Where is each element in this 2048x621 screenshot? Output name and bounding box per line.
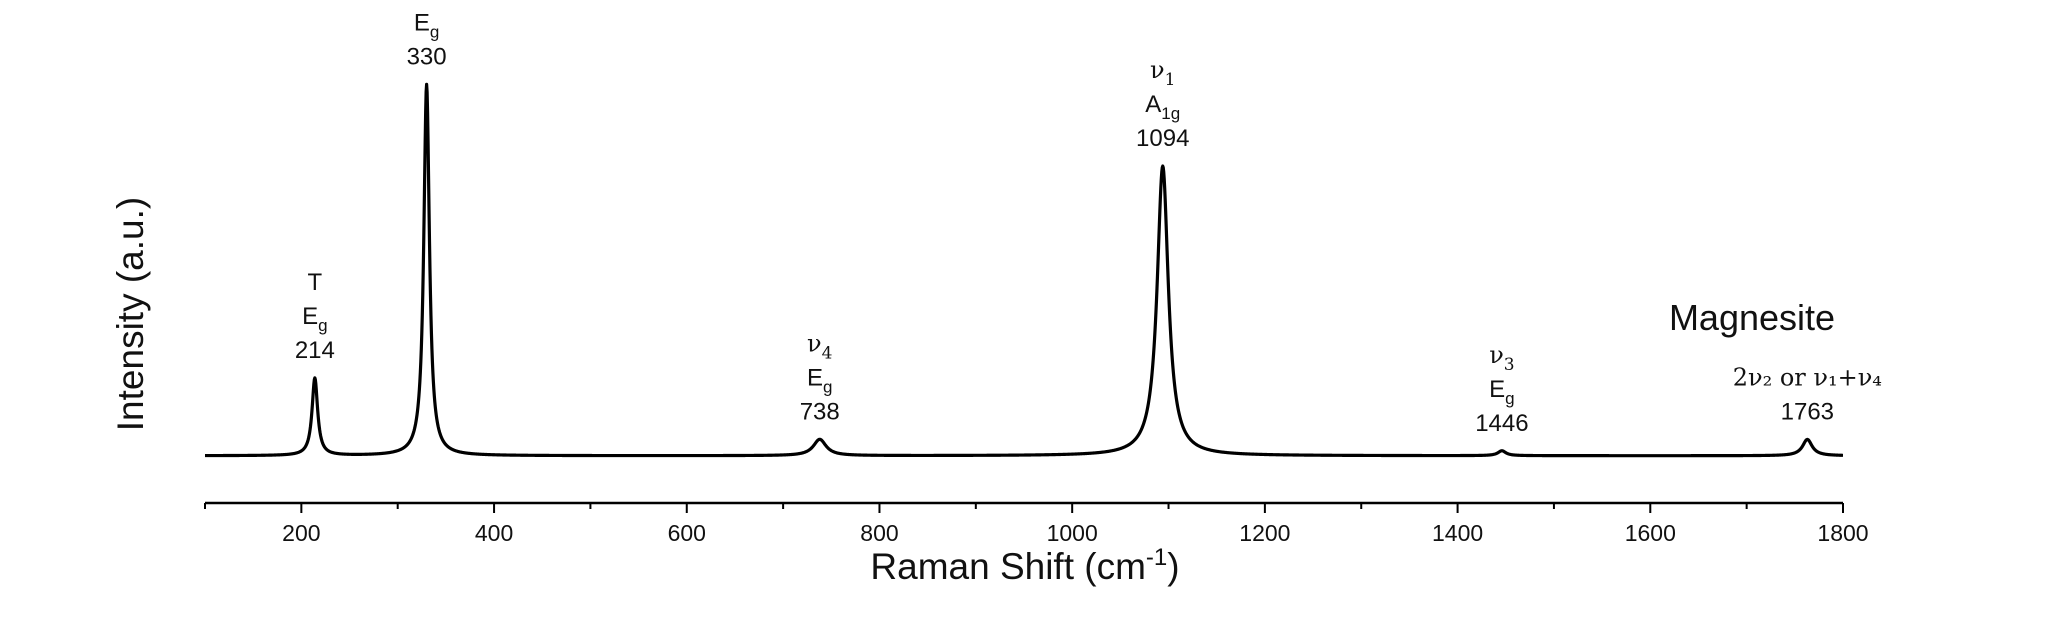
x-tick-label: 400 — [475, 520, 513, 546]
plot-area — [203, 82, 1845, 458]
x-axis-title-main: Raman Shift (cm — [870, 546, 1146, 587]
sample-name-annotation: Magnesite — [1669, 297, 1835, 338]
x-tick-label: 1600 — [1625, 520, 1676, 546]
y-axis-title: Intensity (a.u.) — [110, 197, 151, 431]
x-tick-label: 200 — [282, 520, 320, 546]
x-axis-title-sup: -1 — [1146, 544, 1167, 571]
peak-mode-label: Eg — [807, 364, 832, 396]
peak-mode-label: Eg — [1489, 376, 1514, 408]
peak-mode-label: L — [420, 0, 433, 2]
peak-wavenumber-label: 330 — [407, 43, 447, 70]
peak-mode-label: 2ν₂ or ν₁+ν₄ — [1733, 363, 1882, 391]
peak-wavenumber-label: 214 — [295, 337, 335, 364]
peak-annotation: 2ν₂ or ν₁+ν₄ 1763 — [1733, 363, 1882, 425]
x-tick-label: 600 — [668, 520, 706, 546]
peak-annotations: TEg214LEg330ν4Eg738ν1A1g1094ν3Eg14462ν₂ … — [295, 0, 1882, 437]
peak-mode-label: A1g — [1145, 91, 1180, 123]
x-tick-label: 1800 — [1817, 520, 1868, 546]
peak-mode-label: ν4 — [807, 329, 832, 363]
peak-wavenumber-label: 738 — [800, 398, 840, 425]
x-tick-label: 800 — [860, 520, 898, 546]
x-axis-title: Raman Shift (cm-1) — [870, 544, 1179, 587]
peak-mode-label: Eg — [414, 9, 439, 41]
x-tick-label: 1200 — [1239, 520, 1290, 546]
x-tick-label: 1400 — [1432, 520, 1483, 546]
x-axis: 200 400 600 800 1000 1200 1400 1600 1800 — [204, 501, 1869, 546]
peak-mode-label: T — [308, 269, 323, 296]
peak-mode-label: Eg — [302, 303, 327, 335]
spectrum-line — [203, 82, 1845, 458]
x-tick-label: 1000 — [1047, 520, 1098, 546]
x-axis-title-close: ) — [1167, 546, 1179, 587]
peak-wavenumber-label: 1446 — [1475, 410, 1528, 437]
peak-wavenumber-label: 1094 — [1136, 125, 1189, 152]
peak-wavenumber-label: 1763 — [1781, 398, 1834, 425]
peak-mode-label: ν3 — [1489, 341, 1514, 375]
peak-mode-label: ν1 — [1150, 56, 1175, 90]
